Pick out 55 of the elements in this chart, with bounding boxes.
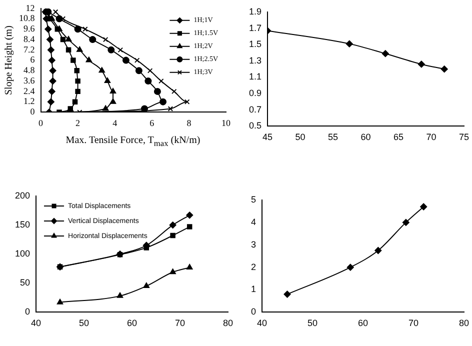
y-tick-label: 2.4 [24,86,36,96]
y-tick-label: 200 [14,190,30,200]
y-tick-label: 1.2 [24,96,35,106]
y-tick-label: 5 [250,194,256,204]
y-tick-label: 2 [250,262,256,272]
x-tick-label: 40 [257,318,268,328]
y-tick-label: 3 [250,239,256,250]
y-tick-label: 10.8 [19,13,36,24]
x-tick-label: 55 [328,132,338,142]
y-tick-label: 0 [30,106,36,117]
y-tick-label: 100 [14,248,30,259]
y-tick-label: 0.5 [248,120,262,131]
x-tick-label: 70 [408,318,419,328]
y-tick-label: 0.9 [248,88,262,98]
x-tick-label: 80 [458,318,469,328]
y-tick-label: 0.7 [248,104,262,114]
y-tick-label: 12 [26,2,35,13]
y-tick-label: 1.5 [248,39,262,50]
y-tick-label: 150 [14,220,30,230]
y-tick-label: 0 [25,306,30,317]
y-tick-label: 4 [250,216,256,227]
x-tick-label: 80 [222,318,233,328]
x-tick-label: 50 [79,318,90,328]
x-tick-label: 50 [295,132,306,142]
y-tick-label: 1.7 [248,22,262,33]
x-tick-label: 10 [222,118,231,128]
y-tick-label: 7.2 [24,44,35,54]
x-tick-label: 75 [458,132,469,142]
x-tick-label: 8 [186,118,192,128]
y-tick-label: 1.9 [248,6,262,16]
x-tick-label: 40 [31,318,42,328]
x-tick-label: 45 [262,132,273,142]
x-tick-label: 4 [112,118,118,128]
y-tick-label: 8.4 [24,34,36,44]
x-tick-label: 2 [76,118,80,128]
x-tick-label: 60 [360,132,371,142]
x-tick-label: 70 [174,318,186,328]
y-tick-label: 6 [30,54,36,65]
y-tick-label: 0 [250,306,256,317]
y-tick-label: 1 [250,284,256,294]
x-tick-label: 70 [426,132,436,142]
y-tick-label: 1.1 [248,72,262,82]
y-tick-label: 50 [20,278,30,288]
x-tick-label: 6 [150,118,155,128]
y-axis-title: Slope Height (m) [4,26,15,96]
x-tick-label: 60 [358,318,368,328]
x-tick-label: 50 [307,318,318,328]
x-tick-label: 65 [393,132,404,142]
y-tick-label: 3.6 [24,75,36,86]
y-tick-label: 1.3 [248,55,262,66]
x-tick-label: 0 [38,118,44,128]
x-axis-title: Max. Tensile Force, T$_{max}$ (kN/m) [64,134,202,150]
y-tick-label: 4.8 [24,65,36,76]
x-tick-label: 60 [127,318,138,328]
y-tick-label: 9.6 [24,24,36,34]
